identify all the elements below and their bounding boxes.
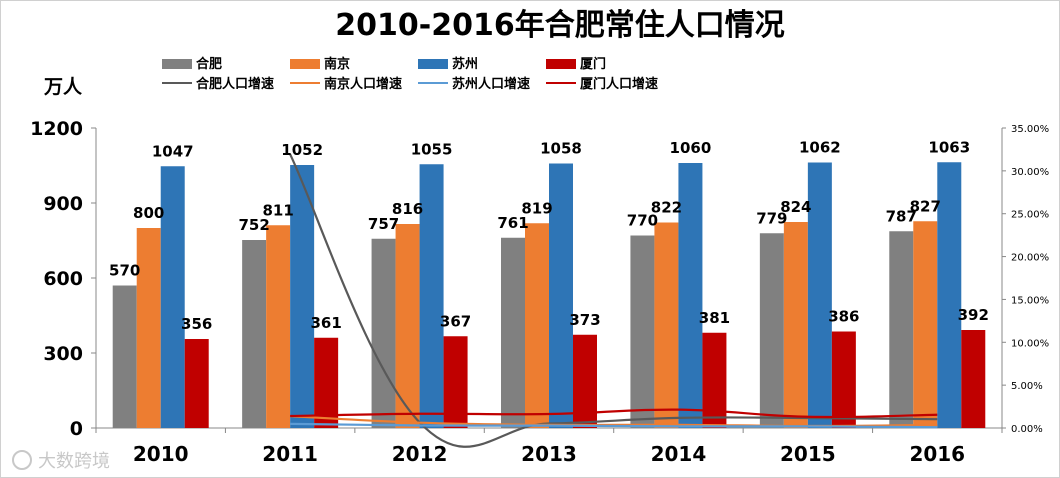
- data-label: 373: [569, 311, 600, 329]
- data-label: 761: [497, 214, 528, 232]
- data-labels: 570 752 757 761 770 779 787 800 811 816 819 822 824 8…: [109, 138, 989, 333]
- bar: [783, 222, 808, 428]
- bar: [290, 165, 315, 428]
- y2-tick-label: 20.00%: [1011, 253, 1049, 264]
- bar: [630, 235, 655, 428]
- data-label: 1060: [670, 139, 712, 157]
- data-label: 386: [828, 308, 859, 326]
- x-tick-label: 2016: [909, 442, 965, 466]
- legend-swatch: [418, 59, 448, 69]
- bar: [654, 222, 679, 428]
- y-axis-unit-label: 万人: [43, 76, 83, 98]
- y-tick-label: 1200: [30, 118, 83, 140]
- chart-title: 2010-2016年合肥常住人口情况: [335, 8, 784, 43]
- bar: [395, 224, 420, 428]
- bar: [525, 223, 549, 428]
- legend-label: 厦门人口增速: [580, 76, 658, 92]
- x-tick-label: 2013: [521, 442, 577, 466]
- data-label: 827: [910, 197, 941, 215]
- data-label: 811: [262, 201, 293, 219]
- growth-line: [290, 408, 938, 419]
- bar: [937, 162, 962, 428]
- data-label: 361: [310, 314, 341, 332]
- x-tick-label: 2012: [392, 442, 448, 466]
- y2-tick-label: 5.00%: [1011, 381, 1043, 392]
- data-label: 1062: [799, 139, 841, 157]
- data-label: 1063: [928, 138, 970, 156]
- data-label: 1052: [281, 141, 323, 159]
- data-label: 819: [521, 199, 552, 217]
- data-label: 1058: [540, 140, 582, 158]
- bar: [160, 166, 185, 428]
- bar: [549, 163, 573, 428]
- bar: [702, 332, 727, 428]
- legend-label: 合肥: [196, 56, 222, 72]
- x-tick-label: 2015: [780, 442, 836, 466]
- x-tick-label: 2014: [651, 442, 707, 466]
- data-label: 1055: [411, 140, 453, 158]
- y2-tick-label: 10.00%: [1011, 338, 1049, 349]
- bar: [831, 331, 856, 428]
- data-label: 757: [368, 215, 399, 233]
- data-label: 570: [109, 262, 140, 280]
- x-tick-label: 2010: [133, 442, 189, 466]
- data-label: 824: [780, 198, 811, 216]
- data-label: 381: [699, 309, 730, 327]
- data-label: 356: [181, 315, 212, 333]
- bar: [136, 228, 161, 428]
- y-tick-label: 0: [70, 418, 83, 440]
- growth-lines: [289, 153, 938, 448]
- legend-swatch: [546, 59, 576, 69]
- data-label: 1047: [152, 142, 194, 160]
- y2-tick-label: 0.00%: [1011, 424, 1043, 435]
- bar: [913, 221, 938, 428]
- y-tick-label: 900: [43, 193, 83, 215]
- legend-label: 苏州人口增速: [452, 76, 530, 92]
- bar: [419, 164, 444, 428]
- data-label: 822: [651, 199, 682, 217]
- growth-line: [289, 153, 938, 448]
- y-tick-label: 600: [43, 268, 83, 290]
- y2-tick-label: 15.00%: [1011, 295, 1049, 306]
- watermark-logo-icon: [12, 450, 32, 470]
- watermark-text: 大数跨境: [38, 451, 110, 472]
- bar: [961, 330, 986, 428]
- data-label: 770: [627, 212, 658, 230]
- legend-label: 合肥人口增速: [196, 76, 274, 92]
- y-tick-label: 300: [43, 343, 83, 365]
- bar: [242, 240, 267, 428]
- legend-label: 南京人口增速: [324, 76, 402, 92]
- data-label: 787: [886, 207, 917, 225]
- legend-label: 南京: [324, 56, 350, 72]
- y2-tick-label: 30.00%: [1011, 167, 1049, 178]
- bar: [371, 238, 396, 428]
- bar: [759, 233, 784, 428]
- bar: [266, 225, 291, 428]
- bar: [184, 339, 209, 428]
- legend-swatch: [290, 59, 320, 69]
- data-label: 392: [958, 306, 989, 324]
- bars: [112, 162, 986, 428]
- bar: [807, 162, 832, 428]
- growth-line: [290, 422, 938, 429]
- x-tick-label: 2011: [262, 442, 318, 466]
- bar: [314, 337, 339, 428]
- data-label: 779: [756, 209, 787, 227]
- watermark: 大数跨境: [12, 450, 110, 472]
- data-label: 816: [392, 200, 423, 218]
- bar: [112, 285, 137, 428]
- legend-label: 厦门: [580, 56, 606, 72]
- y2-tick-label: 25.00%: [1011, 210, 1049, 221]
- data-label: 367: [440, 312, 471, 330]
- bar: [889, 231, 914, 428]
- legend-swatch: [162, 59, 192, 69]
- legend-label: 苏州: [452, 56, 478, 72]
- data-label: 752: [238, 216, 269, 234]
- data-label: 800: [133, 204, 164, 222]
- bar: [678, 163, 703, 428]
- bar: [501, 237, 525, 428]
- y2-tick-label: 35.00%: [1011, 124, 1049, 135]
